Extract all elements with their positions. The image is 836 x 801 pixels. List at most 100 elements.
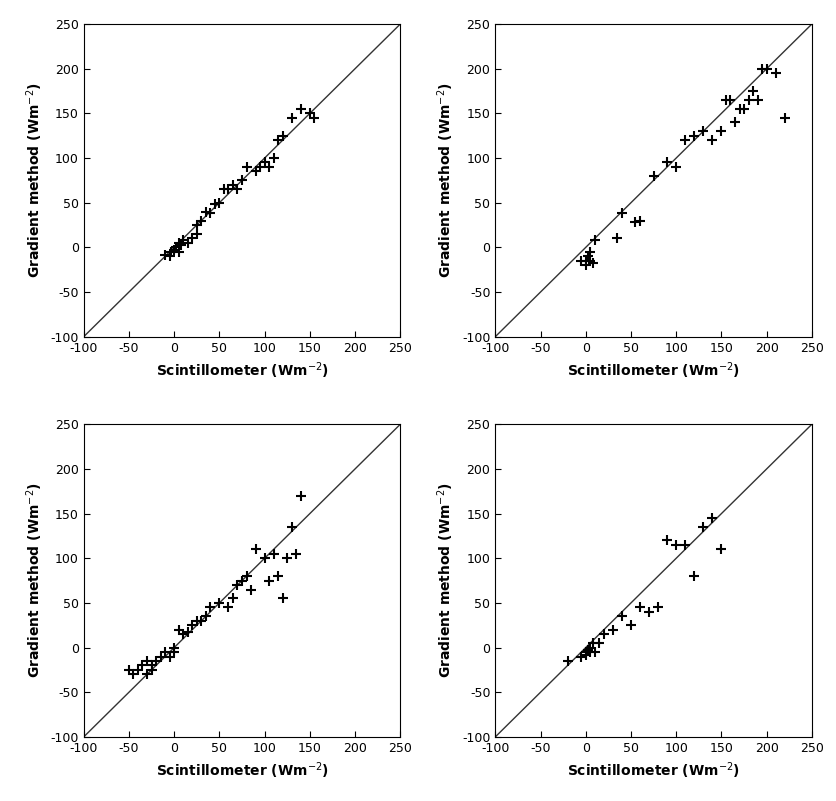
Point [140, 654, 154, 667]
Point [580, 644, 594, 657]
Point [746, 85, 759, 98]
Point [167, 646, 181, 658]
Point [777, 111, 791, 124]
Point [212, 597, 226, 610]
Point [171, 236, 185, 249]
Point [149, 654, 162, 667]
X-axis label: Scintillometer (Wm$^{-2}$): Scintillometer (Wm$^{-2}$) [567, 360, 739, 380]
Point [705, 134, 718, 147]
Point [678, 134, 691, 147]
Point [768, 66, 782, 79]
Point [267, 547, 280, 560]
Point [135, 659, 149, 672]
Point [199, 610, 212, 622]
Point [167, 244, 181, 256]
Point [614, 610, 628, 622]
Y-axis label: Gradient method (Wm$^{-2}$): Gradient method (Wm$^{-2}$) [436, 83, 456, 278]
Point [714, 543, 727, 556]
Y-axis label: Gradient method (Wm$^{-2}$): Gradient method (Wm$^{-2}$) [24, 83, 45, 278]
Point [145, 663, 158, 676]
Point [163, 250, 176, 263]
Point [610, 232, 624, 245]
Point [588, 646, 601, 658]
Point [624, 619, 637, 632]
Point [585, 637, 599, 650]
Point [628, 216, 641, 229]
Point [718, 94, 732, 107]
Point [169, 241, 182, 254]
Point [585, 257, 599, 270]
Point [186, 619, 199, 632]
Point [579, 255, 592, 268]
Point [687, 129, 701, 142]
Point [737, 103, 750, 115]
Point [175, 238, 188, 251]
Point [181, 236, 194, 249]
Point [212, 196, 226, 209]
Point [158, 248, 171, 261]
Point [122, 663, 135, 676]
Point [669, 160, 682, 173]
Point [560, 654, 573, 667]
X-axis label: Scintillometer (Wm$^{-2}$): Scintillometer (Wm$^{-2}$) [155, 360, 328, 380]
Point [263, 160, 276, 173]
Point [705, 512, 718, 525]
Point [165, 245, 178, 258]
Point [755, 62, 768, 75]
Point [190, 227, 203, 240]
Point [240, 570, 253, 582]
Point [203, 601, 217, 614]
Point [293, 489, 307, 502]
Point [171, 623, 185, 636]
Point [231, 183, 244, 195]
Point [186, 232, 199, 245]
Point [217, 183, 231, 195]
Point [176, 628, 190, 641]
Point [226, 179, 239, 191]
Point [592, 637, 605, 650]
Y-axis label: Gradient method (Wm$^{-2}$): Gradient method (Wm$^{-2}$) [24, 483, 45, 678]
Point [573, 255, 587, 268]
Point [660, 534, 673, 547]
Point [176, 234, 190, 247]
Point [723, 94, 737, 107]
Point [289, 547, 303, 560]
X-axis label: Scintillometer (Wm$^{-2}$): Scintillometer (Wm$^{-2}$) [567, 760, 739, 781]
Point [190, 219, 203, 231]
Point [154, 650, 167, 663]
Point [222, 183, 235, 195]
Point [583, 245, 596, 258]
Point [714, 125, 727, 138]
Point [280, 552, 293, 565]
Point [285, 111, 298, 124]
Point [650, 601, 664, 614]
Point [263, 574, 276, 587]
Point [267, 151, 280, 164]
Point [257, 156, 271, 169]
Point [696, 521, 709, 533]
Point [678, 538, 691, 551]
Point [257, 552, 271, 565]
Point [194, 614, 207, 627]
X-axis label: Scintillometer (Wm$^{-2}$): Scintillometer (Wm$^{-2}$) [155, 760, 328, 781]
Point [208, 198, 222, 211]
Point [181, 625, 194, 638]
Point [646, 170, 660, 183]
Point [199, 205, 212, 218]
Point [253, 160, 267, 173]
Point [583, 646, 596, 658]
Point [596, 628, 609, 641]
Point [741, 94, 754, 107]
Point [579, 648, 592, 661]
Point [235, 574, 248, 587]
Point [158, 646, 171, 658]
Point [248, 543, 262, 556]
Point [750, 94, 763, 107]
Point [235, 174, 248, 187]
Point [240, 160, 253, 173]
Point [163, 650, 176, 663]
Point [633, 214, 646, 227]
Point [580, 250, 594, 263]
Point [276, 592, 289, 605]
Point [167, 641, 181, 654]
